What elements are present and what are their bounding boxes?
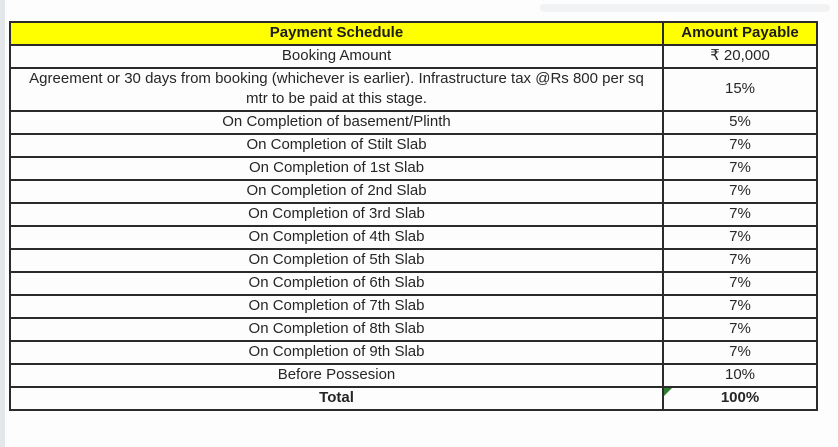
amount-cell: 7% bbox=[662, 201, 818, 227]
amount-cell: 7% bbox=[662, 316, 818, 342]
stage-cell: Booking Amount bbox=[9, 44, 664, 69]
table-row: On Completion of 6th Slab 7% bbox=[9, 270, 818, 296]
amount-cell: 7% bbox=[662, 270, 818, 296]
cell-error-indicator-icon bbox=[665, 388, 672, 396]
amount-cell: 7% bbox=[662, 224, 818, 250]
table-row: On Completion of 9th Slab 7% bbox=[9, 339, 818, 365]
faded-artifact bbox=[540, 4, 830, 12]
stage-cell: On Completion of 1st Slab bbox=[9, 155, 664, 181]
table-row: On Completion of 5th Slab 7% bbox=[9, 247, 818, 273]
table-row: Booking Amount ₹ 20,000 bbox=[9, 44, 818, 69]
table-row: Agreement or 30 days from booking (which… bbox=[9, 67, 818, 112]
stage-cell: On Completion of 5th Slab bbox=[9, 247, 664, 273]
amount-cell: 7% bbox=[662, 247, 818, 273]
table-row: On Completion of 4th Slab 7% bbox=[9, 224, 818, 250]
amount-cell: ₹ 20,000 bbox=[662, 44, 818, 69]
stage-cell: Agreement or 30 days from booking (which… bbox=[9, 67, 664, 112]
table-header-row: Payment Schedule Amount Payable bbox=[9, 21, 818, 46]
stage-cell: On Completion of 2nd Slab bbox=[9, 178, 664, 204]
stage-cell: On Completion of 9th Slab bbox=[9, 339, 664, 365]
stage-cell: On Completion of 6th Slab bbox=[9, 270, 664, 296]
amount-cell: 10% bbox=[662, 362, 818, 388]
table-row: On Completion of 1st Slab 7% bbox=[9, 155, 818, 181]
left-edge-strip bbox=[0, 0, 5, 447]
amount-cell: 7% bbox=[662, 339, 818, 365]
stage-cell: On Completion of 7th Slab bbox=[9, 293, 664, 319]
table-row: Before Possesion 10% bbox=[9, 362, 818, 388]
amount-cell: 7% bbox=[662, 293, 818, 319]
amount-cell: 7% bbox=[662, 155, 818, 181]
total-row: Total 100% bbox=[9, 385, 818, 411]
header-amount-payable: Amount Payable bbox=[662, 21, 818, 46]
stage-cell: On Completion of 4th Slab bbox=[9, 224, 664, 250]
table-row: On Completion of 3rd Slab 7% bbox=[9, 201, 818, 227]
total-amount-value: 100% bbox=[720, 388, 760, 406]
table-row: On Completion of Stilt Slab 7% bbox=[9, 132, 818, 158]
stage-cell: On Completion of Stilt Slab bbox=[9, 132, 664, 158]
stage-cell-total: Total bbox=[9, 385, 664, 411]
amount-cell: 7% bbox=[662, 178, 818, 204]
amount-cell-total: 100% bbox=[662, 385, 818, 411]
stage-cell: Before Possesion bbox=[9, 362, 664, 388]
amount-cell: 5% bbox=[662, 109, 818, 135]
amount-cell: 7% bbox=[662, 132, 818, 158]
table-row: On Completion of 8th Slab 7% bbox=[9, 316, 818, 342]
header-payment-schedule: Payment Schedule bbox=[9, 21, 664, 46]
stage-cell: On Completion of basement/Plinth bbox=[9, 109, 664, 135]
table-row: On Completion of 2nd Slab 7% bbox=[9, 178, 818, 204]
table-row: On Completion of basement/Plinth 5% bbox=[9, 109, 818, 135]
payment-schedule-table: Payment Schedule Amount Payable Booking … bbox=[9, 21, 818, 411]
stage-cell: On Completion of 8th Slab bbox=[9, 316, 664, 342]
table-row: On Completion of 7th Slab 7% bbox=[9, 293, 818, 319]
stage-cell: On Completion of 3rd Slab bbox=[9, 201, 664, 227]
amount-cell: 15% bbox=[662, 67, 818, 112]
